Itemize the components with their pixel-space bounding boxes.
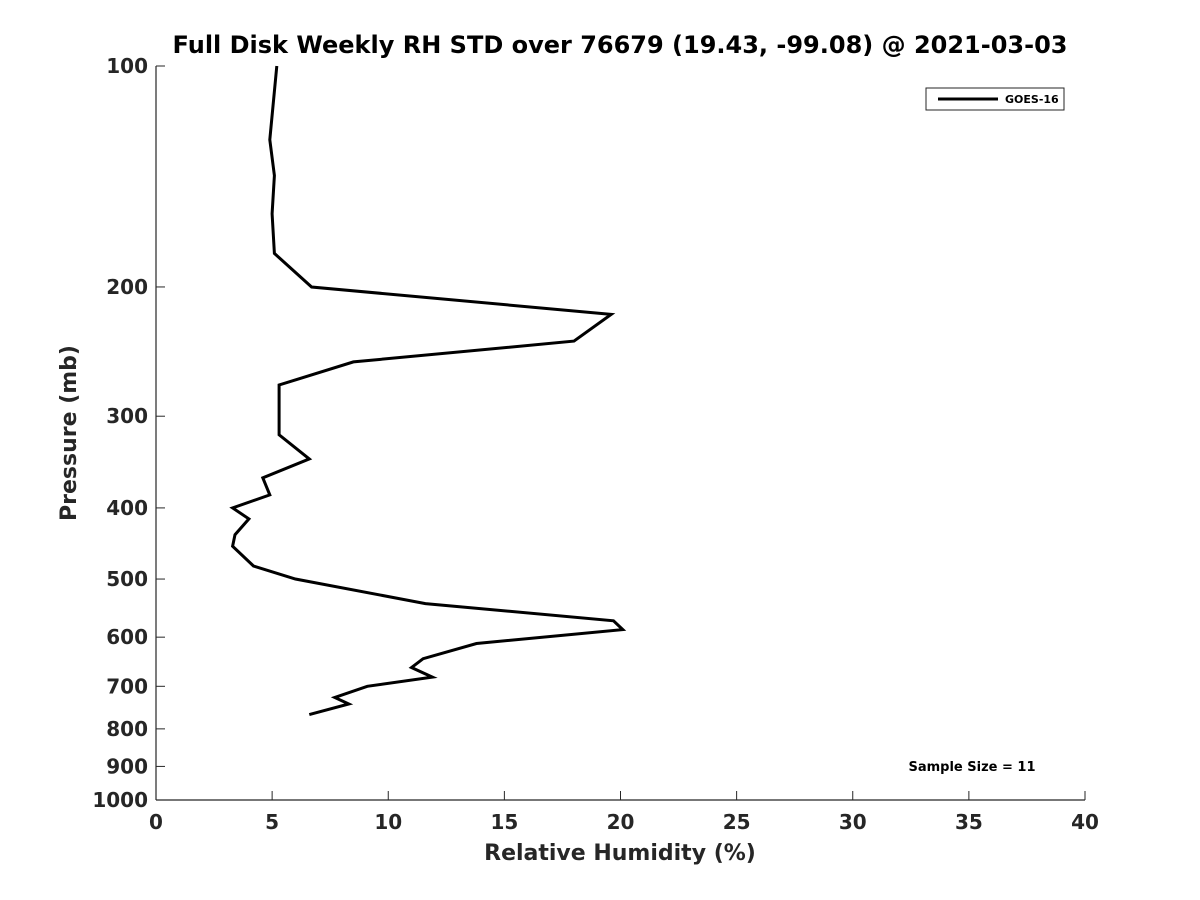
- y-tick-label: 1000: [92, 788, 148, 812]
- y-axis-label: Pressure (mb): [57, 345, 82, 521]
- y-tick-label: 700: [106, 674, 148, 698]
- x-tick-label: 15: [490, 810, 518, 834]
- y-tick-label: 500: [106, 567, 148, 591]
- sample-size-annotation: Sample Size = 11: [908, 760, 1035, 775]
- axes: [155, 66, 1085, 801]
- y-tick-label: 800: [106, 717, 148, 741]
- x-tick-label: 0: [149, 810, 163, 834]
- legend: GOES-16: [925, 87, 1065, 111]
- y-axis-ticks: 100 200 300 400 500 600 700 800 900 1000: [92, 54, 165, 812]
- chart-title: Full Disk Weekly RH STD over 76679 (19.4…: [173, 31, 1068, 59]
- x-axis-label: Relative Humidity (%): [484, 841, 756, 866]
- y-tick-label: 200: [106, 275, 148, 299]
- x-axis-ticks: 0 5 10 15 20 25 30 35 40: [149, 791, 1099, 834]
- legend-label-goes-16: GOES-16: [1005, 93, 1059, 106]
- series-layer: [229, 65, 627, 717]
- y-tick-label: 300: [106, 404, 148, 428]
- x-tick-label: 35: [955, 810, 983, 834]
- y-tick-label: 100: [106, 54, 148, 78]
- y-tick-label: 900: [106, 754, 148, 778]
- y-tick-label: 400: [106, 496, 148, 520]
- x-tick-label: 30: [839, 810, 867, 834]
- x-tick-label: 40: [1071, 810, 1099, 834]
- x-tick-label: 10: [374, 810, 402, 834]
- x-tick-label: 5: [265, 810, 279, 834]
- x-tick-label: 25: [723, 810, 751, 834]
- x-tick-label: 20: [607, 810, 635, 834]
- series-line-goes-16: [229, 65, 627, 717]
- y-tick-label: 600: [106, 625, 148, 649]
